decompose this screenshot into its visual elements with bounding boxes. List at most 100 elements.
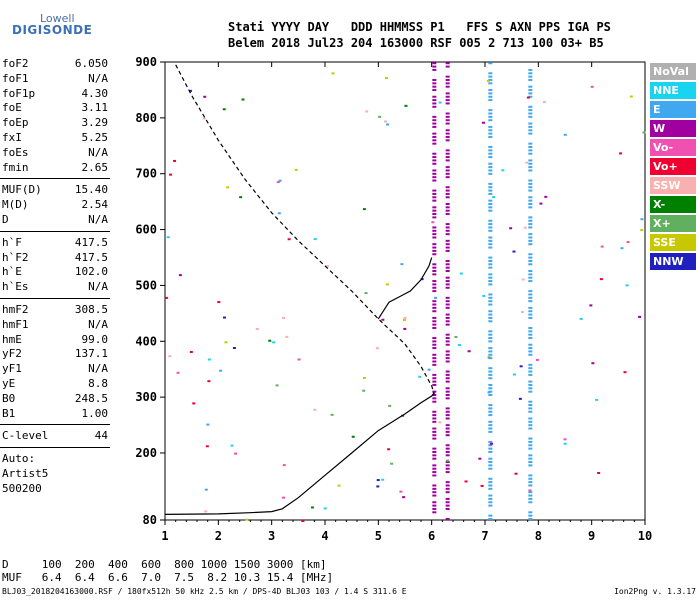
echo-column-mark <box>488 276 493 279</box>
echo-column-mark <box>528 390 533 393</box>
echo-column-mark <box>432 323 437 326</box>
param-row: hmF2 308.5 <box>2 303 108 317</box>
param-key: hmE <box>2 332 22 346</box>
echo-column-mark <box>432 162 437 165</box>
echo-column-mark <box>432 249 437 252</box>
echo-column-mark <box>528 407 533 410</box>
echo-column-mark <box>528 199 533 202</box>
y-tick-label: 600 <box>135 223 157 237</box>
echo-column-mark <box>528 494 533 497</box>
echo-column-mark <box>445 156 450 159</box>
echo-mark <box>638 315 642 318</box>
echo-column-mark <box>528 454 533 457</box>
param-key: M(D) <box>2 198 29 212</box>
echo-column-mark <box>432 437 437 440</box>
echo-mark <box>376 485 380 488</box>
echo-column-mark <box>528 444 533 447</box>
param-row: foF2 6.050 <box>2 57 108 71</box>
echo-mark <box>239 196 243 199</box>
echo-column-mark <box>488 440 493 443</box>
echo-mark <box>590 85 594 88</box>
echo-column-mark <box>445 410 450 413</box>
echo-mark <box>433 296 437 299</box>
echo-column-mark <box>528 484 533 487</box>
echo-column-mark <box>445 78 450 81</box>
param-row: foE 3.11 <box>2 101 108 115</box>
echo-column-mark <box>528 189 533 192</box>
echo-column-mark <box>432 68 437 71</box>
logo-lowell: Lowell <box>40 12 75 25</box>
echo-column-mark <box>445 166 450 169</box>
echo-column-mark <box>528 514 533 517</box>
echo-column-mark <box>432 454 437 457</box>
param-row: foEs N/A <box>2 146 108 160</box>
echo-mark <box>563 133 567 136</box>
footer-file-info: BLJ03_2018204163000.RSF / 180fx512h 50 k… <box>2 587 407 596</box>
echo-column-mark <box>432 457 437 460</box>
echo-mark <box>330 413 334 416</box>
echo-column-mark <box>445 390 450 393</box>
echo-mark <box>204 488 208 491</box>
param-row: fxI 5.25 <box>2 131 108 145</box>
echo-mark <box>297 358 301 361</box>
echo-column-mark <box>528 367 533 370</box>
echo-mark <box>276 181 280 184</box>
echo-mark <box>597 471 601 474</box>
echo-column-mark <box>528 78 533 81</box>
echo-column-mark <box>432 82 437 85</box>
legend-item-vo-: Vo+ <box>650 158 696 175</box>
echo-mark <box>467 350 471 353</box>
x-tick-label: 7 <box>481 529 488 543</box>
echo-column-mark <box>488 320 493 323</box>
echo-column-mark <box>528 263 533 266</box>
echo-column-mark <box>488 162 493 165</box>
x-tick-label: 10 <box>638 529 652 543</box>
echo-column-mark <box>432 226 437 229</box>
echo-column-mark <box>528 109 533 112</box>
echo-column-mark <box>528 491 533 494</box>
echo-mark <box>365 110 369 113</box>
echo-column-mark <box>528 404 533 407</box>
echo-column-mark <box>445 471 450 474</box>
param-value: 99.0 <box>81 332 109 346</box>
echo-mark <box>404 104 408 107</box>
echo-column-mark <box>528 293 533 296</box>
echo-column-mark <box>432 132 437 135</box>
echo-column-mark <box>528 179 533 182</box>
echo-mark <box>512 373 516 376</box>
echo-mark <box>232 346 236 349</box>
echo-column-mark <box>445 192 450 195</box>
echo-column-mark <box>445 487 450 490</box>
echo-column-mark <box>528 125 533 128</box>
echo-mark <box>337 484 341 487</box>
muf-row: MUF 6.4 6.4 6.6 7.0 7.5 8.2 10.3 15.4 [M… <box>2 571 334 584</box>
echo-column-mark <box>488 125 493 128</box>
echo-column-mark <box>528 89 533 92</box>
echo-mark <box>431 221 435 224</box>
legend-item-noval: NoVal <box>650 63 696 80</box>
echo-mark <box>595 398 599 401</box>
param-separator <box>0 230 110 232</box>
echo-column-mark <box>432 343 437 346</box>
param-key: fxI <box>2 131 22 144</box>
echo-column-mark <box>445 233 450 236</box>
echo-column-mark <box>488 387 493 390</box>
echo-mark <box>189 89 193 92</box>
echo-column-mark <box>445 213 450 216</box>
echo-column-mark <box>432 511 437 514</box>
echo-column-mark <box>445 303 450 306</box>
echo-column-mark <box>445 430 450 433</box>
echo-column-mark <box>445 229 450 232</box>
echo-column-mark <box>528 337 533 340</box>
echo-column-mark <box>488 172 493 175</box>
echo-column-mark <box>488 373 493 376</box>
param-key: Auto: <box>2 452 36 466</box>
echo-column-mark <box>488 236 493 239</box>
echo-column-mark <box>445 172 450 175</box>
param-row: M(D) 2.54 <box>2 198 108 212</box>
echo-mark <box>525 161 529 164</box>
param-value: 4.30 <box>81 86 109 100</box>
echo-column-mark <box>445 461 450 464</box>
echo-column-mark <box>445 139 450 142</box>
echo-mark <box>278 179 282 182</box>
